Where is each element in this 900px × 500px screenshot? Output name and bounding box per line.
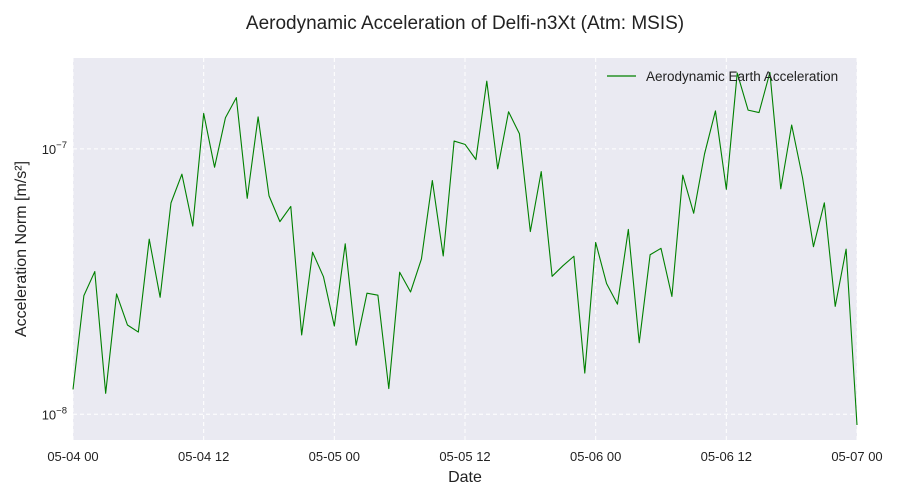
x-tick-label: 05-06 00: [570, 449, 621, 464]
y-tick-label: 10−8: [42, 405, 67, 422]
x-tick-label: 05-05 12: [439, 449, 490, 464]
series-line: [72, 71, 858, 426]
x-tick-label: 05-04 12: [178, 449, 229, 464]
chart-title: Aerodynamic Acceleration of Delfi-n3Xt (…: [246, 13, 684, 34]
y-axis-label: Acceleration Norm [m/s²]: [13, 161, 30, 337]
y-tick-labels: 10−7 10−8: [42, 140, 67, 422]
x-tick-labels: 05-04 00 05-04 12 05-05 00 05-05 12 05-06 00…: [47, 449, 882, 464]
x-tick-label: 05-04 00: [47, 449, 98, 464]
x-tick-label: 05-05 00: [309, 449, 360, 464]
grid-lines: [72, 58, 858, 440]
y-tick-label: 10−7: [42, 140, 67, 157]
x-tick-label: 05-06 12: [701, 449, 752, 464]
series-layer: [72, 71, 858, 426]
legend-label: Aerodynamic Earth Acceleration: [646, 69, 838, 84]
x-tick-label: 05-07 00: [831, 449, 882, 464]
x-axis-label: Date: [448, 469, 482, 486]
legend: Aerodynamic Earth Acceleration: [607, 69, 838, 84]
